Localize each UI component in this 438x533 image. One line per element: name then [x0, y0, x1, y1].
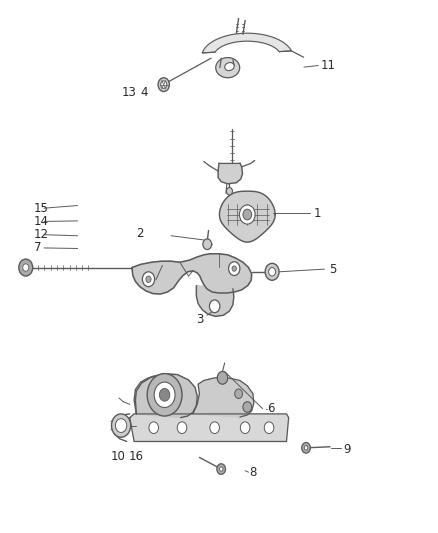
Text: 12: 12 — [34, 228, 49, 241]
Circle shape — [23, 264, 29, 271]
Polygon shape — [135, 374, 197, 418]
Circle shape — [146, 276, 151, 282]
Polygon shape — [130, 414, 289, 441]
Circle shape — [243, 402, 252, 413]
Text: 2: 2 — [136, 227, 144, 240]
Circle shape — [209, 300, 220, 313]
Circle shape — [147, 374, 182, 416]
Circle shape — [142, 272, 155, 287]
Circle shape — [161, 81, 167, 88]
Circle shape — [217, 372, 228, 384]
Circle shape — [217, 464, 226, 474]
Circle shape — [302, 442, 311, 453]
Circle shape — [154, 382, 175, 408]
Circle shape — [232, 266, 237, 271]
Text: 9: 9 — [343, 443, 350, 456]
Text: 11: 11 — [321, 59, 336, 72]
Polygon shape — [218, 163, 243, 184]
Circle shape — [226, 188, 233, 195]
Text: 13: 13 — [122, 86, 137, 99]
Text: 1: 1 — [314, 207, 321, 220]
Circle shape — [158, 78, 170, 92]
Text: 10: 10 — [111, 450, 126, 463]
Circle shape — [219, 467, 223, 471]
Circle shape — [235, 389, 243, 399]
Ellipse shape — [225, 62, 234, 71]
Circle shape — [19, 259, 33, 276]
Text: 3: 3 — [196, 313, 204, 326]
Circle shape — [240, 422, 250, 433]
Text: 15: 15 — [34, 201, 49, 215]
Circle shape — [210, 422, 219, 433]
Circle shape — [304, 446, 308, 450]
Circle shape — [229, 262, 240, 276]
Text: 16: 16 — [128, 450, 144, 463]
Polygon shape — [193, 378, 254, 417]
Polygon shape — [202, 33, 291, 53]
Ellipse shape — [216, 58, 240, 78]
Text: 4: 4 — [141, 86, 148, 99]
Circle shape — [177, 422, 187, 433]
Circle shape — [116, 419, 127, 432]
Circle shape — [243, 209, 252, 220]
Circle shape — [268, 268, 276, 276]
Text: 8: 8 — [250, 466, 257, 479]
Polygon shape — [219, 191, 275, 242]
Text: 14: 14 — [34, 215, 49, 228]
Circle shape — [149, 422, 159, 433]
Polygon shape — [132, 254, 252, 294]
Circle shape — [264, 422, 274, 433]
Polygon shape — [196, 286, 234, 317]
Circle shape — [112, 414, 131, 437]
Text: 7: 7 — [34, 241, 42, 254]
Circle shape — [265, 263, 279, 280]
Text: 6: 6 — [267, 402, 274, 415]
Text: 5: 5 — [328, 263, 336, 276]
Circle shape — [203, 239, 212, 249]
Circle shape — [159, 389, 170, 401]
Circle shape — [240, 205, 255, 224]
